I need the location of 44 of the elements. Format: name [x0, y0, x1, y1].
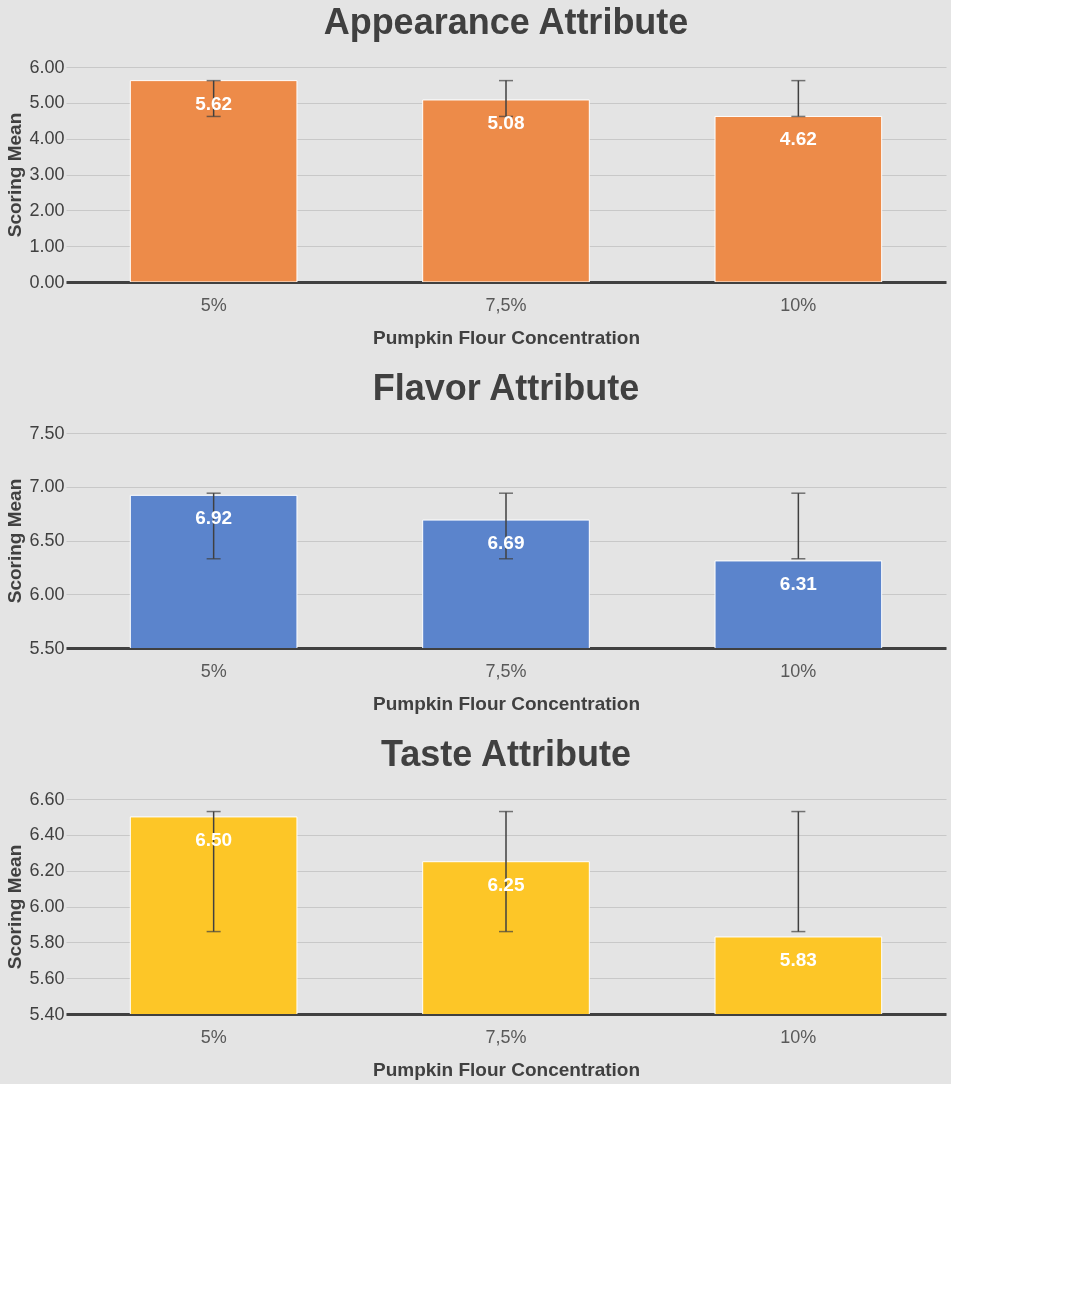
data-label: 5.83	[779, 948, 817, 970]
y-tick-label: 4.00	[29, 128, 65, 149]
y-tick-label: 0.00	[29, 271, 65, 292]
x-tick-label: 10%	[780, 1026, 817, 1047]
bar	[714, 115, 883, 282]
y-tick-label: 5.80	[29, 931, 65, 952]
chart-title: Taste Attribute	[380, 733, 632, 774]
y-axis-title: Scoring Mean	[4, 112, 26, 238]
x-tick-label: 5%	[200, 660, 227, 681]
data-label: 4.62	[779, 128, 817, 150]
y-tick-label: 5.40	[29, 1003, 65, 1024]
y-tick-label: 7.50	[29, 422, 65, 443]
y-tick-label: 6.00	[29, 56, 65, 77]
y-tick-label: 6.00	[29, 896, 65, 916]
y-tick-label: 7.00	[29, 476, 65, 497]
y-tick-label: 5.50	[29, 637, 65, 658]
bar	[129, 80, 298, 282]
chart-title: Appearance Attribute	[323, 1, 689, 42]
y-tick-label: 6.60	[29, 788, 65, 809]
y-tick-label: 2.00	[29, 199, 65, 220]
y-tick-label: 6.40	[29, 824, 65, 845]
y-tick-label: 3.00	[29, 164, 65, 184]
y-tick-label: 6.00	[29, 583, 65, 604]
x-tick-label: 7,5%	[485, 660, 527, 681]
data-label: 6.31	[779, 572, 818, 594]
y-tick-label: 5.00	[29, 92, 65, 113]
chart-title: Flavor Attribute	[372, 367, 640, 408]
y-tick-label: 6.50	[29, 530, 65, 550]
x-axis-title: Pumpkin Flour Concentration	[372, 692, 641, 714]
x-tick-label: 5%	[200, 294, 227, 315]
x-tick-label: 7,5%	[485, 294, 527, 315]
x-tick-label: 7,5%	[485, 1026, 527, 1047]
x-axis-title: Pumpkin Flour Concentration	[372, 326, 641, 348]
data-label: 5.08	[487, 111, 525, 133]
x-tick-label: 5%	[200, 1026, 227, 1047]
y-axis-title: Scoring Mean	[4, 844, 26, 970]
x-axis-title: Pumpkin Flour Concentration	[372, 1058, 641, 1080]
y-axis-title: Scoring Mean	[4, 478, 26, 604]
bar	[422, 99, 590, 282]
y-tick-label: 6.20	[29, 860, 65, 881]
x-tick-label: 10%	[780, 294, 817, 315]
y-tick-label: 5.60	[29, 967, 65, 988]
y-tick-label: 1.00	[29, 235, 65, 256]
x-tick-label: 10%	[780, 660, 817, 681]
